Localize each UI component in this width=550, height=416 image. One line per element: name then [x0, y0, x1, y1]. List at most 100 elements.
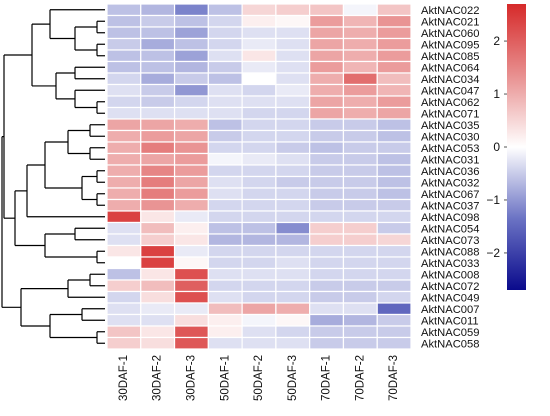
- heatmap-cell: [173, 256, 209, 270]
- heatmap-cell: [241, 26, 277, 40]
- heatmap-cell: [207, 3, 243, 17]
- row-label: AktNAC060: [421, 28, 479, 40]
- heatmap-cell: [173, 336, 209, 350]
- heatmap-cell: [207, 164, 243, 178]
- heatmap-cell: [173, 198, 209, 212]
- heatmap-cell: [241, 256, 277, 270]
- heatmap-cell: [342, 336, 378, 350]
- heatmap-cells: [106, 3, 412, 350]
- heatmap-cell: [342, 106, 378, 120]
- heatmap-cell: [173, 267, 209, 281]
- heatmap-cell: [342, 279, 378, 293]
- heatmap-cell: [140, 95, 176, 109]
- heatmap-cell: [342, 267, 378, 281]
- heatmap-cell: [241, 164, 277, 178]
- column-label: 50DAF-3: [287, 355, 299, 401]
- heatmap-cell: [140, 210, 176, 224]
- heatmap-cell: [376, 290, 412, 304]
- heatmap-cell: [342, 141, 378, 155]
- heatmap-cell: [106, 49, 142, 63]
- heatmap-cell: [173, 187, 209, 201]
- heatmap-cell: [140, 49, 176, 63]
- row-label: AktNAC072: [421, 281, 479, 293]
- heatmap-cell: [376, 302, 412, 316]
- heatmap-cell: [241, 267, 277, 281]
- heatmap-cell: [140, 313, 176, 327]
- heatmap-cell: [309, 290, 345, 304]
- heatmap-cell: [376, 221, 412, 235]
- heatmap-cell: [140, 187, 176, 201]
- heatmap-cell: [207, 187, 243, 201]
- heatmap-cell: [342, 49, 378, 63]
- heatmap-cell: [342, 187, 378, 201]
- heatmap-cell: [106, 164, 142, 178]
- heatmap-cell: [140, 118, 176, 132]
- heatmap-cell: [342, 313, 378, 327]
- heatmap-cell: [173, 302, 209, 316]
- heatmap-cell: [275, 233, 311, 247]
- heatmap-cell: [275, 164, 311, 178]
- heatmap-cell: [173, 141, 209, 155]
- heatmap-cell: [207, 152, 243, 166]
- heatmap-cell: [342, 95, 378, 109]
- heatmap-cell: [241, 244, 277, 258]
- row-label: AktNAC030: [421, 131, 479, 143]
- heatmap-cell: [309, 175, 345, 189]
- heatmap-cell: [376, 95, 412, 109]
- heatmap-cell: [275, 290, 311, 304]
- heatmap-cell: [309, 95, 345, 109]
- heatmap-cell: [140, 267, 176, 281]
- heatmap-cell: [106, 3, 142, 17]
- heatmap-cell: [241, 60, 277, 74]
- heatmap-cell: [207, 198, 243, 212]
- heatmap-cell: [207, 26, 243, 40]
- heatmap-cell: [275, 141, 311, 155]
- heatmap-cell: [207, 106, 243, 120]
- heatmap-cell: [106, 210, 142, 224]
- heatmap-cell: [376, 233, 412, 247]
- heatmap-cell: [241, 118, 277, 132]
- column-label: 70DAF-3: [388, 355, 400, 401]
- heatmap-cell: [342, 325, 378, 339]
- row-label: AktNAC034: [421, 74, 479, 86]
- heatmap-cell: [106, 325, 142, 339]
- heatmap-cell: [309, 302, 345, 316]
- heatmap-cell: [309, 152, 345, 166]
- heatmap-cell: [106, 37, 142, 51]
- heatmap-cell: [241, 3, 277, 17]
- heatmap-cell: [376, 313, 412, 327]
- heatmap-cell: [173, 233, 209, 247]
- heatmap-cell: [140, 302, 176, 316]
- heatmap-cell: [173, 14, 209, 28]
- heatmap-cell: [173, 106, 209, 120]
- heatmap-cell: [106, 175, 142, 189]
- heatmap-cell: [106, 336, 142, 350]
- heatmap-cell: [275, 3, 311, 17]
- heatmap-cell: [275, 83, 311, 97]
- row-label: AktNAC032: [421, 177, 479, 189]
- heatmap-cell: [140, 3, 176, 17]
- heatmap-cell: [275, 72, 311, 86]
- heatmap-cell: [342, 14, 378, 28]
- heatmap-cell: [140, 175, 176, 189]
- heatmap-cell: [275, 95, 311, 109]
- heatmap-cell: [106, 106, 142, 120]
- heatmap-cell: [309, 129, 345, 143]
- heatmap-cell: [106, 279, 142, 293]
- heatmap-cell: [309, 221, 345, 235]
- heatmap-cell: [207, 256, 243, 270]
- heatmap-cell: [342, 175, 378, 189]
- heatmap-cell: [173, 60, 209, 74]
- heatmap-cell: [140, 14, 176, 28]
- heatmap-cell: [342, 256, 378, 270]
- heatmap-cell: [309, 244, 345, 258]
- row-label: AktNAC033: [421, 258, 479, 270]
- heatmap-cell: [342, 60, 378, 74]
- heatmap-cell: [173, 290, 209, 304]
- heatmap-cell: [309, 83, 345, 97]
- heatmap-cell: [275, 302, 311, 316]
- heatmap-cell: [140, 152, 176, 166]
- heatmap-cell: [376, 14, 412, 28]
- heatmap-cell: [309, 37, 345, 51]
